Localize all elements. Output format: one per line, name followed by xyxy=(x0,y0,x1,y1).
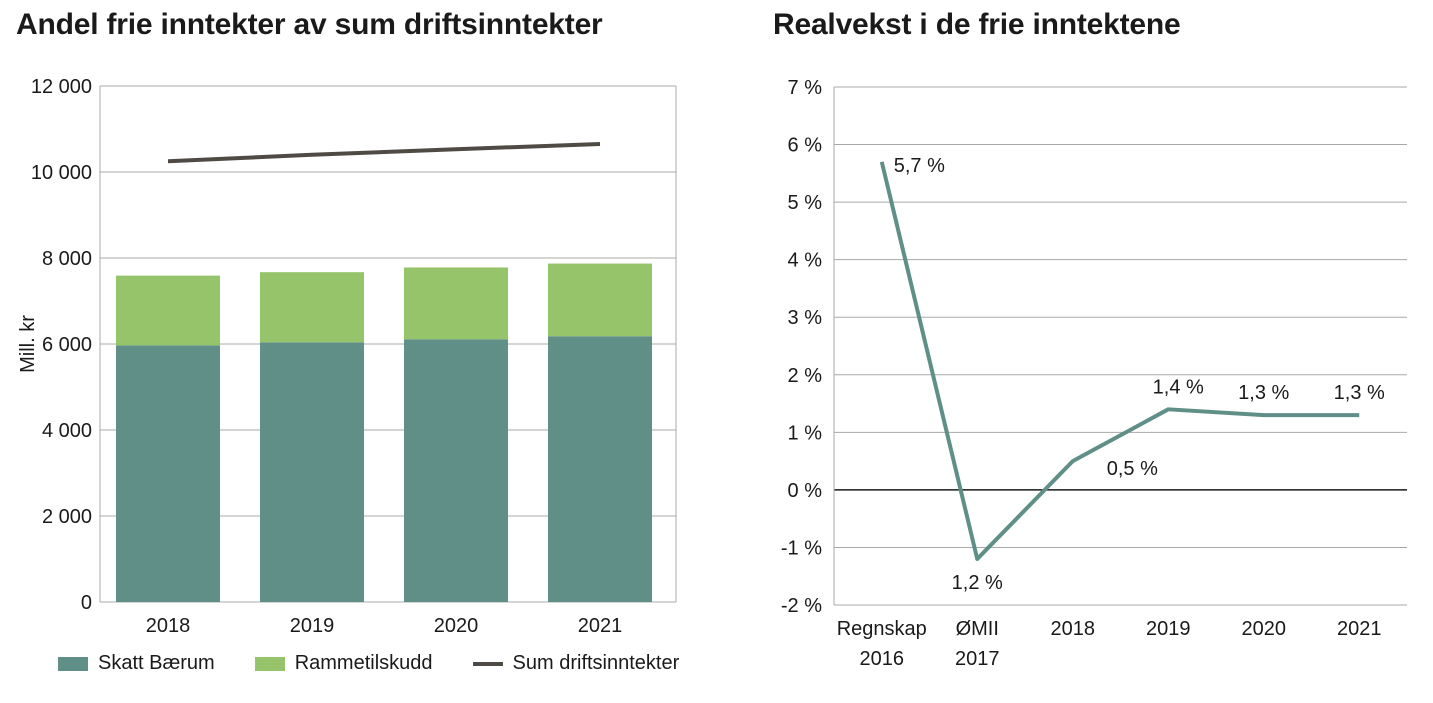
y-tick-label: 1 % xyxy=(788,422,823,444)
bar-skatt-2018 xyxy=(116,345,220,602)
y-tick-label: 12 000 xyxy=(31,76,92,98)
y-tick-label: 10 000 xyxy=(31,162,92,184)
bar-rammetilskudd-2020 xyxy=(404,267,508,340)
legend-swatch-sum xyxy=(472,661,503,666)
data-label: 1,2 % xyxy=(952,572,1003,594)
y-tick-label: 2 000 xyxy=(42,506,92,528)
legend-label-rammetilskudd: Rammetilskudd xyxy=(294,652,433,674)
line-sum-driftsinntekter xyxy=(167,142,601,164)
y-tick-label: -2 % xyxy=(781,595,822,617)
x-tick-label: 2016 xyxy=(860,648,905,670)
y-tick-label: 6 000 xyxy=(42,334,92,356)
y-tick-label: -1 % xyxy=(781,537,822,559)
data-label: 1,3 % xyxy=(1334,382,1385,404)
bar-skatt-2020 xyxy=(404,339,508,602)
y-tick-label: 3 % xyxy=(788,307,823,329)
y-tick-label: 6 % xyxy=(788,135,823,157)
left-chart-legend: Skatt Bærum Rammetilskudd Sum driftsinnt… xyxy=(58,652,719,675)
legend-item-skatt: Skatt Bærum xyxy=(58,652,215,675)
bar-skatt-2021 xyxy=(548,336,652,602)
x-tick-label: Regnskap xyxy=(837,618,927,640)
right-chart-title: Realvekst i de frie inntektene xyxy=(773,8,1181,41)
y-tick-label: 2 % xyxy=(788,365,823,387)
x-tick-label: 2018 xyxy=(1051,618,1096,640)
y-tick-label: 4 000 xyxy=(42,420,92,442)
y-axis-label: Mill. kr xyxy=(17,315,39,373)
x-tick-label: 2019 xyxy=(1146,618,1191,640)
bar-rammetilskudd-2019 xyxy=(260,272,364,343)
x-tick-label: 2021 xyxy=(578,615,623,637)
x-tick-label: ØMII xyxy=(956,618,999,640)
x-tick-label: 2017 xyxy=(955,648,1000,670)
y-tick-label: 5 % xyxy=(788,192,823,214)
data-label: 1,3 % xyxy=(1238,382,1289,404)
legend-item-rammetilskudd: Rammetilskudd xyxy=(254,652,433,675)
legend-swatch-rammetilskudd xyxy=(254,656,285,671)
legend-label-skatt: Skatt Bærum xyxy=(98,652,215,674)
y-tick-label: 4 % xyxy=(788,250,823,272)
x-tick-label: 2019 xyxy=(290,615,335,637)
bar-chart-frie-inntekter: 0 2 000 4 000 6 000 8 000 10 000 12 000 Mill. k… xyxy=(17,76,677,637)
x-tick-label: 2020 xyxy=(434,615,479,637)
legend-item-sum: Sum driftsinntekter xyxy=(472,652,680,675)
legend-label-sum: Sum driftsinntekter xyxy=(512,652,680,674)
line-realvekst xyxy=(879,161,1360,561)
bar-rammetilskudd-2021 xyxy=(548,263,652,337)
y-tick-label: 7 % xyxy=(788,77,823,99)
y-tick-label: 0 xyxy=(81,592,92,614)
y-tick-label: 0 % xyxy=(788,480,823,502)
x-tick-label: 2021 xyxy=(1337,618,1382,640)
data-label: 5,7 % xyxy=(894,155,945,177)
legend-swatch-skatt xyxy=(58,656,88,671)
left-chart-title: Andel frie inntekter av sum driftsinntek… xyxy=(16,8,603,41)
x-tick-label: 2018 xyxy=(146,615,191,637)
bar-skatt-2019 xyxy=(260,342,364,602)
bar-rammetilskudd-2018 xyxy=(116,275,220,346)
x-tick-label: 2020 xyxy=(1242,618,1287,640)
y-tick-label: 8 000 xyxy=(42,248,92,270)
data-label: 0,5 % xyxy=(1107,458,1158,480)
data-label: 1,4 % xyxy=(1153,376,1204,398)
